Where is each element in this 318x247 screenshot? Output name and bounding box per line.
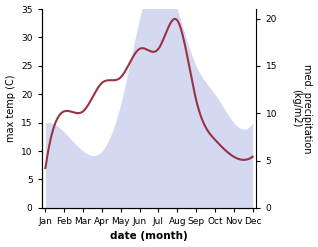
X-axis label: date (month): date (month) bbox=[110, 231, 188, 242]
Y-axis label: med. precipitation
(kg/m2): med. precipitation (kg/m2) bbox=[291, 64, 313, 153]
Y-axis label: max temp (C): max temp (C) bbox=[5, 75, 16, 142]
